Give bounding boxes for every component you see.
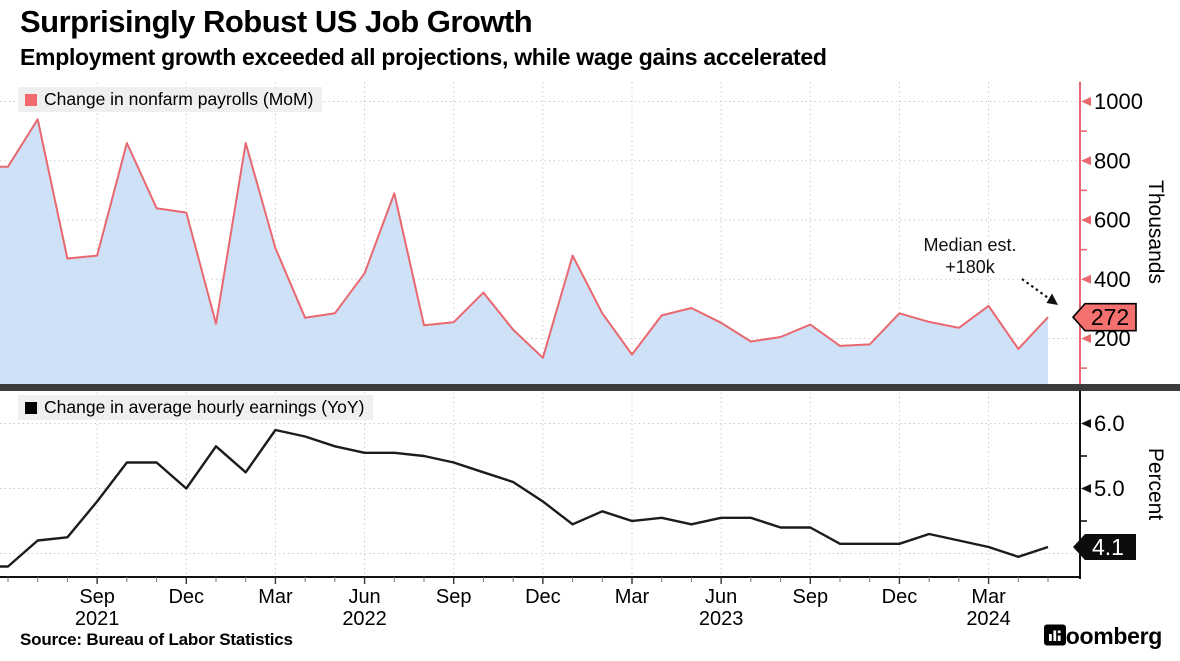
legend-earnings: Change in average hourly earnings (YoY) xyxy=(18,395,374,420)
x-tick-month-label: Dec xyxy=(882,586,918,608)
bloomberg-logo: Bloomberg xyxy=(1043,623,1162,650)
payrolls-legend-swatch-icon xyxy=(25,93,37,106)
earnings-legend-swatch-icon xyxy=(25,401,37,414)
payrolls-value-tag-label: 272 xyxy=(1091,304,1129,330)
bottom-y-axis-title: Percent xyxy=(1144,448,1167,521)
legend-earnings-label: Change in average hourly earnings (YoY) xyxy=(44,397,365,417)
earnings-value-tag xyxy=(1073,534,1136,560)
page-title: Surprisingly Robust US Job Growth xyxy=(20,4,533,39)
x-tick-year-label: 2022 xyxy=(342,608,387,630)
top-y-axis-title: Thousands xyxy=(1144,180,1167,284)
payrolls-area xyxy=(0,119,1048,385)
x-tick-year-label: 2024 xyxy=(966,608,1011,630)
x-tick-month-label: Mar xyxy=(258,586,293,608)
x-tick-month-label: Sep xyxy=(79,586,115,608)
bottom-y-tick-label: 6.0 xyxy=(1094,411,1125,436)
x-tick-month-label: Jun xyxy=(348,586,380,608)
median-estimate-arrowhead xyxy=(1046,293,1058,305)
top-y-axis-tick xyxy=(1081,274,1091,284)
bottom-y-axis-tick xyxy=(1081,419,1091,428)
x-tick-month-label: Sep xyxy=(792,586,828,608)
x-tick-month-label: Dec xyxy=(525,586,561,608)
top-y-axis-tick xyxy=(1081,215,1091,225)
top-y-axis-tick xyxy=(1081,97,1091,106)
x-tick-month-label: Sep xyxy=(436,586,472,608)
x-tick-month-label: Jun xyxy=(705,586,737,608)
top-y-axis-tick xyxy=(1081,156,1091,166)
median-estimate-annotation: Median est. +180k xyxy=(905,234,1035,278)
top-y-tick-label: 600 xyxy=(1094,208,1131,233)
x-tick-month-label: Mar xyxy=(971,586,1006,608)
median-estimate-line1: Median est. xyxy=(923,235,1017,255)
source-credit: Source: Bureau of Labor Statistics xyxy=(20,630,293,649)
legend-payrolls: Change in nonfarm payrolls (MoM) xyxy=(18,87,323,112)
panel-divider xyxy=(0,384,1180,391)
x-tick-month-label: Dec xyxy=(168,586,204,608)
series-layer xyxy=(0,118,1049,568)
bottom-y-axis-tick xyxy=(1081,484,1091,493)
bottom-y-tick-label: 5.0 xyxy=(1094,476,1125,501)
median-estimate-arrow xyxy=(1021,278,1052,301)
page-subtitle: Employment growth exceeded all projectio… xyxy=(20,44,827,70)
median-estimate-line2: +180k xyxy=(945,257,995,277)
x-tick-month-label: Mar xyxy=(615,586,650,608)
payrolls-line xyxy=(0,118,1049,359)
bar-chart-icon xyxy=(1044,624,1067,646)
legend-payrolls-label: Change in nonfarm payrolls (MoM) xyxy=(44,89,314,109)
earnings-line xyxy=(0,428,1049,568)
top-y-tick-label: 800 xyxy=(1094,148,1131,173)
x-tick-year-label: 2021 xyxy=(75,608,120,630)
payrolls-value-tag xyxy=(1071,302,1137,332)
top-y-axis-tick xyxy=(1081,334,1091,343)
top-y-tick-label: 1000 xyxy=(1094,89,1143,114)
annotation-layer: 272 4.1 xyxy=(1021,278,1137,560)
x-tick-year-label: 2023 xyxy=(699,608,744,630)
top-y-tick-label: 400 xyxy=(1094,267,1131,292)
earnings-value-tag-label: 4.1 xyxy=(1092,534,1124,560)
